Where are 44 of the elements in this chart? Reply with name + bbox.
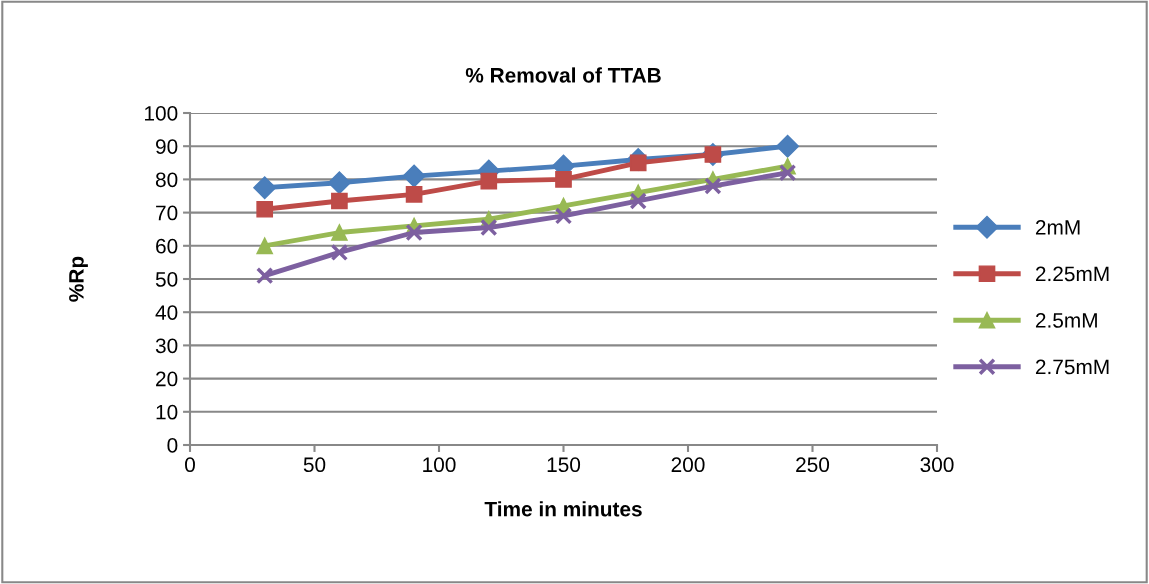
point [554, 207, 573, 225]
legend-label: 2.75mM [1035, 359, 1109, 375]
point [480, 218, 498, 237]
x-tick-label: 250 [796, 457, 830, 473]
point [480, 172, 498, 190]
x-tick-label: 150 [547, 457, 581, 473]
y-tick-label: 90 [156, 139, 178, 154]
y-tick-label: 100 [145, 106, 178, 121]
y-tick-label: 40 [155, 305, 178, 320]
point [776, 134, 800, 158]
point [778, 164, 797, 182]
point [256, 267, 274, 285]
point [256, 200, 274, 218]
y-tick-label: 50 [155, 272, 178, 287]
x-axis-title: Time in minutes [484, 501, 642, 517]
point [629, 192, 647, 210]
y-tick-label: 0 [167, 438, 178, 453]
legend-label: 2mM [1035, 220, 1080, 235]
y-tick-label: 20 [156, 371, 178, 387]
y-tick-label: 60 [156, 238, 178, 254]
point [555, 171, 572, 188]
point [253, 176, 277, 200]
point [331, 192, 348, 210]
legend-label: 2.5mM [1035, 313, 1097, 328]
x-tick-label: 0 [185, 457, 195, 473]
point [405, 186, 423, 203]
point [327, 171, 351, 195]
x-tick-label: 300 [920, 457, 954, 473]
point [704, 177, 722, 195]
x-tick-label: 200 [671, 457, 705, 473]
x-tick-label: 100 [423, 457, 456, 473]
y-tick-label: 80 [155, 172, 178, 188]
x-tick-label: 50 [303, 457, 326, 473]
chart-title: % Removal of TTAB [465, 67, 661, 83]
y-axis-title: %Rp [69, 256, 88, 302]
y-tick-label: 30 [155, 338, 178, 354]
point [331, 224, 348, 241]
point [405, 223, 423, 242]
point [256, 237, 274, 255]
point [330, 243, 349, 262]
point [402, 164, 426, 188]
y-tick-label: 70 [156, 205, 178, 221]
legend-label: 2.25mM [1035, 266, 1109, 282]
y-tick-label: 10 [156, 404, 178, 420]
